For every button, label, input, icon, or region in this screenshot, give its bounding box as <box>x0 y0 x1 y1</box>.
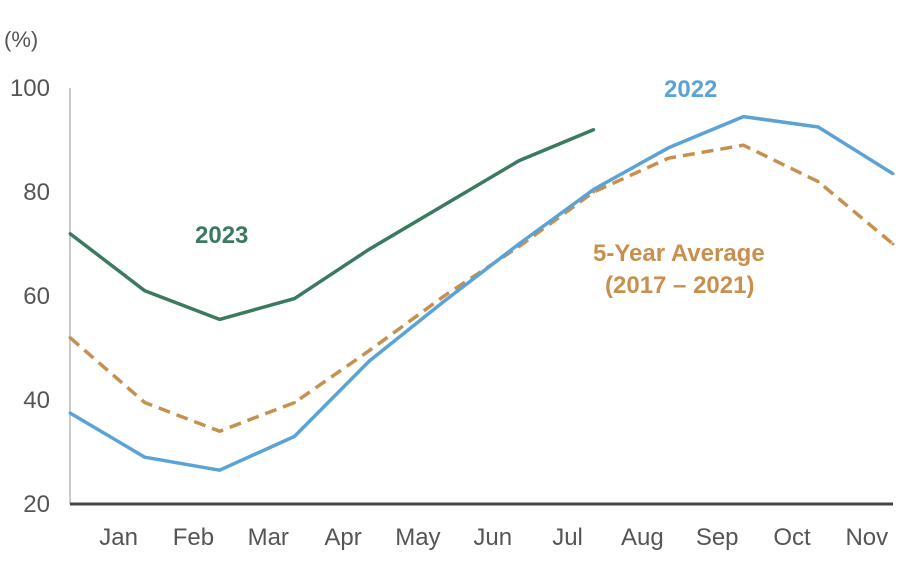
data-point <box>367 349 371 353</box>
data-point <box>143 289 147 293</box>
data-point <box>293 297 296 301</box>
x-tick-label: Mar <box>248 524 289 551</box>
data-point <box>143 455 147 459</box>
x-tick-label: Jun <box>473 524 512 551</box>
data-point <box>367 247 371 251</box>
series-label-5-year-average: 5-Year Average <box>593 240 765 267</box>
series-line-5-year-average <box>68 143 895 433</box>
data-point <box>218 429 222 433</box>
x-tick-label: Sep <box>696 524 739 551</box>
x-tick-label: Aug <box>621 524 664 551</box>
data-point <box>891 172 895 176</box>
y-tick-label: 40 <box>23 387 50 414</box>
data-point <box>442 294 446 298</box>
data-point <box>592 187 596 191</box>
data-point <box>68 411 72 415</box>
x-tick-label: May <box>395 524 440 551</box>
series-label-2022: 2022 <box>664 76 717 103</box>
data-point <box>442 299 446 303</box>
x-tick-label: Jul <box>552 524 583 551</box>
x-tick-label: Oct <box>773 524 811 551</box>
data-point <box>367 359 371 363</box>
data-point <box>218 317 222 321</box>
data-point <box>218 468 222 472</box>
series-line-2023 <box>68 127 595 322</box>
series-label-2023: 2023 <box>195 222 248 249</box>
data-point <box>667 156 670 160</box>
y-tick-label: 80 <box>23 179 50 206</box>
data-point <box>816 125 820 129</box>
y-tick-label: 60 <box>23 283 50 310</box>
x-tick-label: Jan <box>99 524 138 551</box>
data-point <box>741 115 745 119</box>
data-point <box>293 401 296 405</box>
x-tick-label: Apr <box>324 524 361 551</box>
x-tick-label: Feb <box>173 524 214 551</box>
y-axis-tick-labels: 100 80 60 40 20 <box>10 75 50 518</box>
data-point <box>143 401 147 405</box>
data-point <box>517 159 521 163</box>
data-point <box>517 242 521 246</box>
y-axis-unit-label: (%) <box>4 27 38 52</box>
data-point <box>667 146 670 150</box>
series-line-2022 <box>69 114 894 472</box>
data-point <box>816 180 820 184</box>
x-axis-tick-labels: JanFebMarAprMayJunJulAugSepOctNovDec <box>99 524 888 551</box>
data-point <box>741 143 745 147</box>
y-tick-label: 20 <box>23 491 50 518</box>
y-tick-label: 100 <box>10 75 50 102</box>
series-label-5-year-average-range: (2017 – 2021) <box>605 272 754 299</box>
series-lines <box>68 114 895 472</box>
data-point <box>442 203 446 207</box>
data-point <box>891 242 895 246</box>
x-tick-label: Nov <box>845 524 888 551</box>
data-point <box>293 434 296 438</box>
data-point <box>68 336 72 340</box>
data-point <box>68 232 72 236</box>
data-point <box>592 128 596 132</box>
